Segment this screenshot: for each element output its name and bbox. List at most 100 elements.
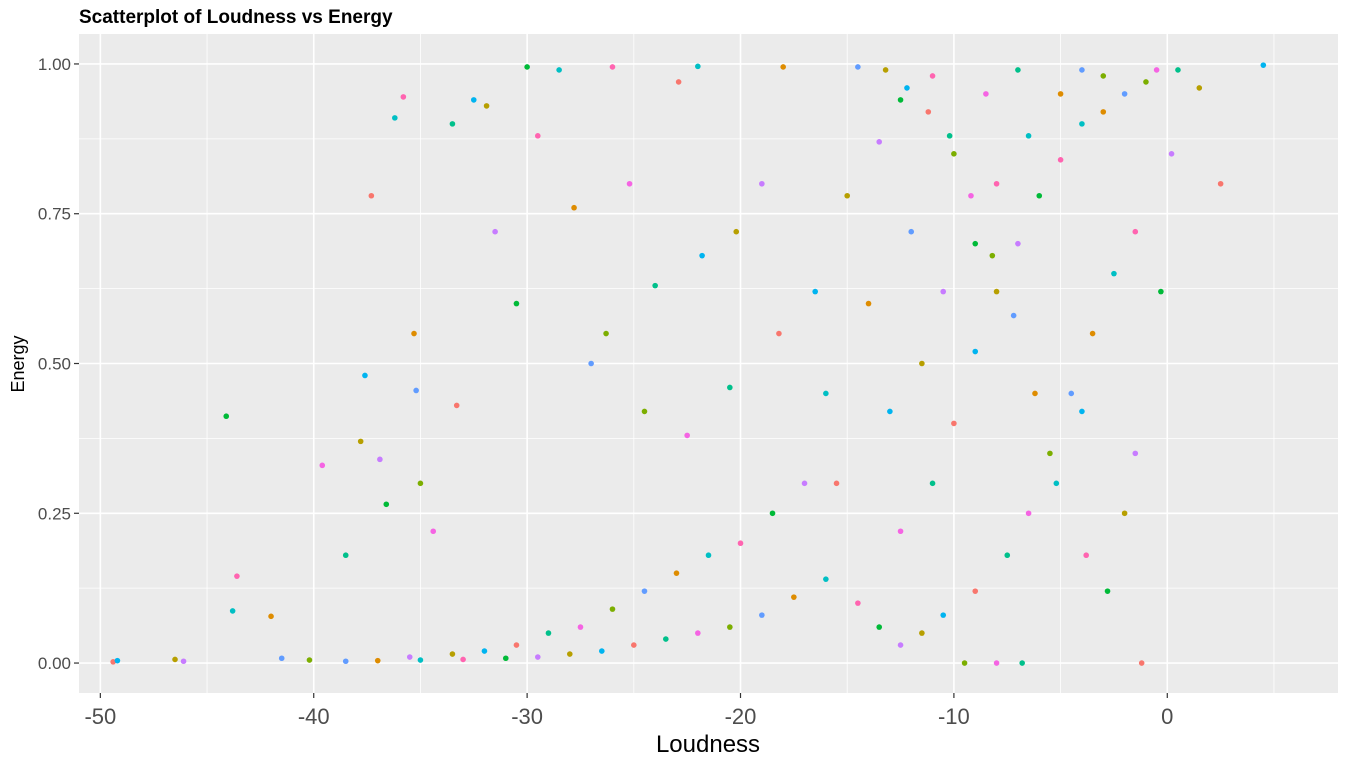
scatter-point bbox=[675, 79, 682, 85]
scatter-point bbox=[1153, 67, 1160, 73]
scatter-point bbox=[1057, 157, 1064, 163]
scatter-point bbox=[929, 73, 936, 79]
scatter-point bbox=[897, 642, 904, 648]
scatter-point bbox=[727, 384, 733, 391]
scatter-point bbox=[492, 228, 498, 235]
scatter-point bbox=[357, 438, 364, 445]
scatter-point bbox=[1025, 510, 1032, 517]
scatter-point bbox=[377, 456, 383, 463]
scatter-point bbox=[631, 642, 637, 648]
scatter-point bbox=[908, 228, 915, 235]
scatter-points bbox=[110, 62, 1267, 666]
scatter-point bbox=[1168, 151, 1175, 157]
scatter-point bbox=[972, 348, 979, 355]
scatter-point bbox=[904, 85, 910, 91]
scatter-point bbox=[663, 636, 669, 642]
scatter-point bbox=[972, 588, 979, 594]
scatter-point bbox=[1015, 240, 1021, 247]
scatter-point bbox=[1036, 192, 1043, 199]
scatter-point bbox=[989, 252, 996, 259]
scatter-point bbox=[769, 510, 776, 517]
scatter-point bbox=[430, 528, 437, 535]
scatter-point bbox=[1025, 133, 1032, 139]
scatter-point bbox=[1004, 552, 1011, 559]
scatter-point bbox=[776, 330, 782, 337]
scatter-point bbox=[449, 121, 456, 127]
scatter-point bbox=[588, 360, 594, 367]
scatter-point bbox=[812, 288, 818, 295]
scatter-point bbox=[993, 660, 1000, 666]
scatter-point bbox=[1100, 73, 1107, 79]
scatter-point bbox=[673, 570, 680, 576]
grid-major-lines bbox=[79, 34, 1338, 693]
scatter-point bbox=[1057, 91, 1064, 97]
scatter-point bbox=[411, 330, 417, 337]
scatter-point bbox=[882, 67, 889, 73]
scatter-point bbox=[278, 655, 285, 662]
x-tick-label: -50 bbox=[84, 704, 116, 729]
scatter-point bbox=[1079, 408, 1085, 415]
scatter-point bbox=[876, 139, 883, 145]
scatter-point bbox=[641, 588, 648, 594]
scatter-point bbox=[609, 606, 616, 612]
scatter-point bbox=[342, 658, 349, 665]
scatter-point bbox=[972, 240, 979, 247]
scatter-point bbox=[652, 282, 658, 289]
scatter-point bbox=[823, 576, 829, 582]
scatter-point bbox=[599, 648, 605, 654]
scatter-point bbox=[1260, 62, 1267, 68]
scatter-point bbox=[1196, 85, 1203, 91]
scatter-point bbox=[534, 654, 541, 660]
scatter-point bbox=[470, 97, 477, 103]
x-axis-ticks: -50 -40 -30 -20 -10 0 bbox=[84, 693, 1173, 729]
scatter-point bbox=[502, 655, 509, 662]
scatter-point bbox=[993, 288, 1000, 295]
scatter-point bbox=[951, 151, 957, 157]
scatter-point bbox=[110, 659, 116, 665]
scatter-point bbox=[801, 480, 808, 487]
scatter-point bbox=[413, 387, 419, 394]
scatter-point bbox=[513, 300, 520, 307]
scatter-point bbox=[855, 600, 861, 606]
scatter-point bbox=[368, 192, 375, 199]
scatter-point bbox=[1121, 91, 1128, 97]
scatter-point bbox=[855, 64, 861, 70]
scatter-point bbox=[1132, 450, 1139, 457]
chart-title: Scatterplot of Loudness vs Energy bbox=[79, 7, 393, 28]
scatter-point bbox=[759, 612, 765, 618]
scatter-point bbox=[727, 624, 733, 630]
scatter-point bbox=[545, 630, 552, 636]
x-axis-label: Loudness bbox=[656, 731, 760, 758]
x-tick-label: -10 bbox=[938, 704, 970, 729]
y-tick-label: 0.25 bbox=[38, 504, 71, 523]
scatter-point bbox=[114, 657, 121, 664]
scatter-point bbox=[1047, 450, 1053, 457]
scatter-point bbox=[1068, 390, 1075, 397]
scatter-point bbox=[319, 462, 326, 469]
scatter-point bbox=[342, 552, 349, 559]
scatter-point bbox=[791, 594, 797, 600]
scatter-point bbox=[737, 540, 744, 547]
scatter-point bbox=[1175, 67, 1181, 73]
scatter-point bbox=[626, 180, 633, 187]
y-tick-label: 1.00 bbox=[38, 55, 71, 74]
scatter-point bbox=[1138, 660, 1145, 666]
scatter-point bbox=[1132, 228, 1139, 235]
scatter-point bbox=[306, 657, 313, 663]
scatter-point bbox=[417, 480, 424, 487]
scatter-point bbox=[483, 103, 490, 109]
scatter-point bbox=[1217, 180, 1224, 187]
scatter-point bbox=[968, 192, 974, 199]
scatter-point bbox=[571, 204, 577, 211]
scatter-point bbox=[1010, 312, 1017, 319]
y-axis-ticks: 0.00 0.25 0.50 0.75 1.00 bbox=[38, 55, 79, 673]
scatter-point bbox=[1158, 288, 1164, 295]
scatter-point bbox=[1121, 510, 1128, 517]
scatter-point bbox=[400, 94, 407, 100]
scatter-point bbox=[780, 64, 786, 70]
scatter-point bbox=[641, 408, 648, 415]
scatter-point bbox=[993, 180, 1000, 187]
scatter-point bbox=[925, 109, 932, 115]
